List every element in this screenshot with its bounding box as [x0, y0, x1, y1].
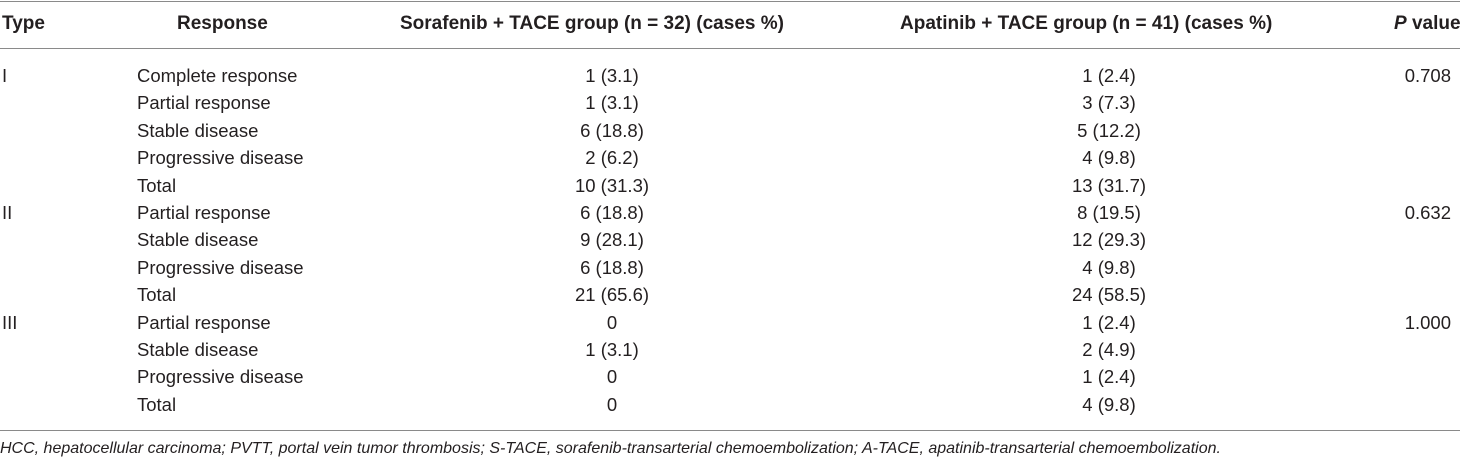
response-cell: Complete response	[137, 65, 298, 86]
table-row: I Complete response 1 (3.1) 1 (2.4) 0.708	[0, 62, 1460, 89]
response-cell: Partial response	[137, 92, 271, 114]
type-cell: I	[2, 65, 8, 86]
p-value-cell: 0.632	[1404, 201, 1451, 223]
response-cell: Total	[137, 393, 177, 415]
response-cell: Stable disease	[137, 338, 259, 360]
p-value-cell: 0.708	[1404, 65, 1451, 86]
sorafenib-cell: 6 (18.8)	[580, 256, 644, 278]
header-p-rest: value	[1406, 13, 1460, 34]
table-footnote: HCC, hepatocellular carcinoma; PVTT, por…	[0, 440, 1221, 457]
table-body: I Complete response 1 (3.1) 1 (2.4) 0.708 Par…	[0, 62, 1460, 418]
response-cell: Stable disease	[137, 229, 259, 251]
apatinib-cell: 2 (4.9)	[1082, 338, 1136, 360]
table-row: Progressive disease 6 (18.8) 4 (9.8)	[0, 254, 1460, 281]
table-row: Total 0 4 (9.8)	[0, 391, 1460, 418]
header-sorafenib-group: Sorafenib + TACE group (n = 32) (cases %…	[400, 13, 784, 34]
type-cell: II	[2, 201, 13, 223]
response-cell: Total	[137, 174, 177, 196]
sorafenib-cell: 1 (3.1)	[585, 92, 639, 114]
response-cell: Progressive disease	[137, 147, 304, 169]
table-row: Progressive disease 2 (6.2) 4 (9.8)	[0, 144, 1460, 171]
sorafenib-cell: 1 (3.1)	[585, 338, 639, 360]
sorafenib-cell: 0	[606, 393, 618, 415]
sorafenib-cell: 0	[606, 311, 618, 333]
header-response: Response	[177, 13, 268, 34]
response-cell: Total	[137, 284, 177, 306]
table-row: III Partial response 0 1 (2.4) 1.000	[0, 309, 1460, 336]
apatinib-cell: 4 (9.8)	[1082, 147, 1136, 169]
apatinib-cell: 13 (31.7)	[1071, 174, 1147, 196]
sorafenib-cell: 6 (18.8)	[580, 201, 644, 223]
table-row: Partial response 1 (3.1) 3 (7.3)	[0, 89, 1460, 116]
top-rule	[0, 1, 1460, 2]
response-cell: Partial response	[137, 201, 271, 223]
response-cell: Partial response	[137, 311, 271, 333]
p-value-cell: 1.000	[1404, 311, 1451, 333]
sorafenib-cell: 10 (31.3)	[574, 174, 650, 196]
header-p-value: P value	[1394, 0, 1460, 48]
table-row: Stable disease 6 (18.8) 5 (12.2)	[0, 117, 1460, 144]
apatinib-cell: 1 (2.4)	[1082, 65, 1136, 86]
apatinib-cell: 12 (29.3)	[1071, 229, 1147, 251]
apatinib-cell: 24 (58.5)	[1071, 284, 1147, 306]
apatinib-cell: 1 (2.4)	[1082, 311, 1136, 333]
apatinib-cell: 3 (7.3)	[1082, 92, 1136, 114]
response-cell: Stable disease	[137, 119, 259, 141]
table-row: Stable disease 1 (3.1) 2 (4.9)	[0, 336, 1460, 363]
sorafenib-cell: 2 (6.2)	[585, 147, 639, 169]
table-row: Total 21 (65.6) 24 (58.5)	[0, 281, 1460, 308]
type-cell: III	[2, 311, 18, 333]
apatinib-cell: 4 (9.8)	[1082, 256, 1136, 278]
header-p-italic: P	[1394, 13, 1407, 34]
response-cell: Progressive disease	[137, 366, 304, 388]
sorafenib-cell: 21 (65.6)	[574, 284, 650, 306]
sorafenib-cell: 9 (28.1)	[580, 229, 644, 251]
response-cell: Progressive disease	[137, 256, 304, 278]
sorafenib-cell: 6 (18.8)	[580, 119, 644, 141]
table-row: Progressive disease 0 1 (2.4)	[0, 363, 1460, 390]
table-row: Stable disease 9 (28.1) 12 (29.3)	[0, 226, 1460, 253]
header-type: Type	[2, 13, 45, 34]
table-row: II Partial response 6 (18.8) 8 (19.5) 0.632	[0, 199, 1460, 226]
header-rule	[0, 48, 1460, 49]
apatinib-cell: 5 (12.2)	[1077, 119, 1141, 141]
sorafenib-cell: 1 (3.1)	[585, 65, 639, 86]
bottom-rule	[0, 430, 1460, 431]
apatinib-cell: 4 (9.8)	[1082, 393, 1136, 415]
apatinib-cell: 1 (2.4)	[1082, 366, 1136, 388]
table-row: Total 10 (31.3) 13 (31.7)	[0, 172, 1460, 199]
table-header-row: Type Response Sorafenib + TACE group (n …	[0, 0, 1460, 48]
sorafenib-cell: 0	[606, 366, 618, 388]
apatinib-cell: 8 (19.5)	[1077, 201, 1141, 223]
header-apatinib-group: Apatinib + TACE group (n = 41) (cases %)	[900, 13, 1273, 34]
